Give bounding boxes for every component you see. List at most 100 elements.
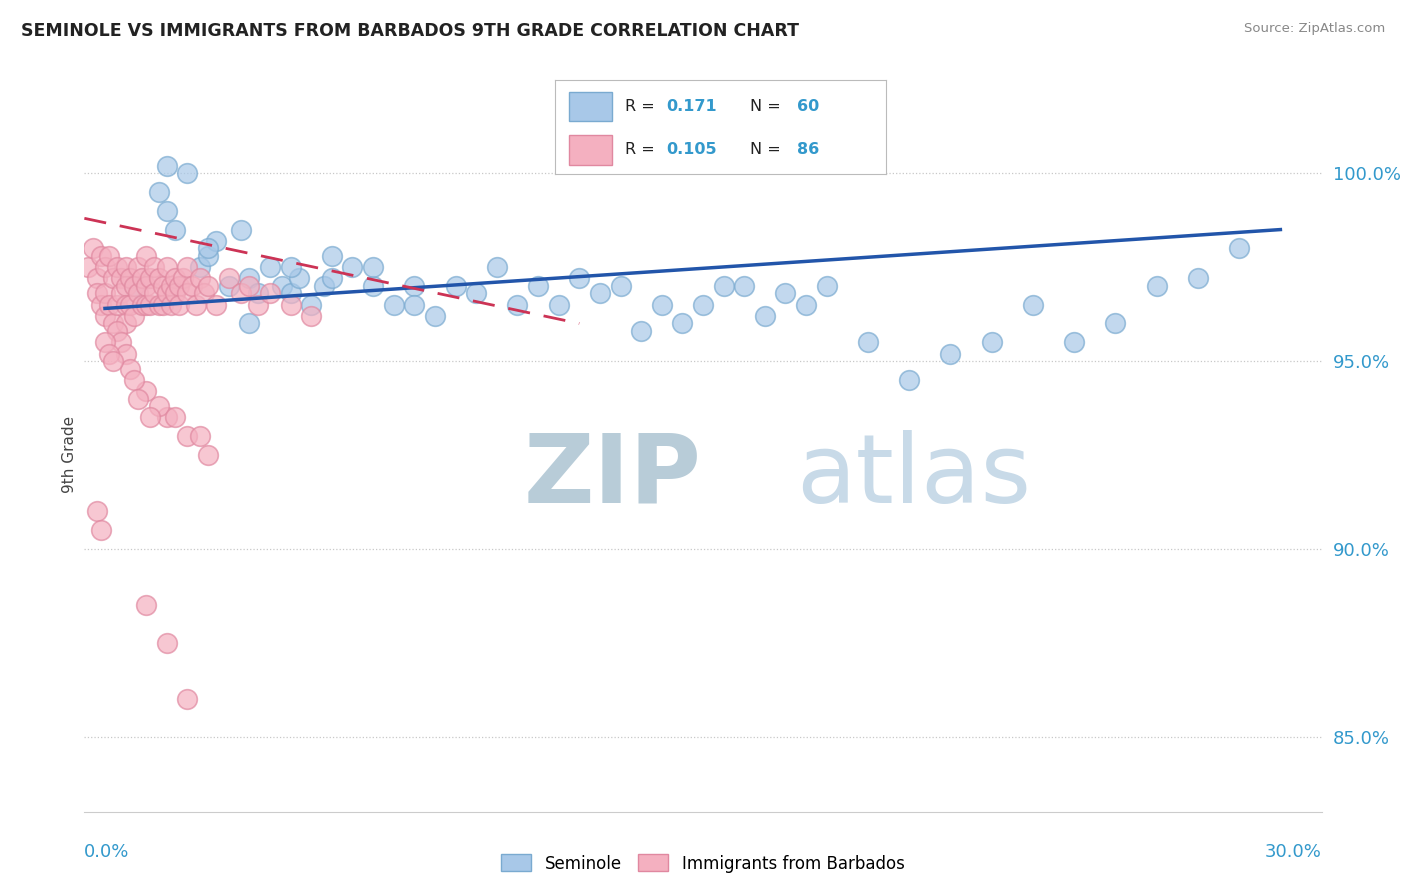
Point [135, 598, 157, 612]
Text: SEMINOLE VS IMMIGRANTS FROM BARBADOS 9TH GRADE CORRELATION CHART: SEMINOLE VS IMMIGRANTS FROM BARBADOS 9TH… [21, 22, 799, 40]
Point [176, 260, 198, 274]
Point [110, 335, 132, 350]
Point [671, 317, 693, 331]
Point [205, 298, 228, 312]
Point [1022, 298, 1045, 312]
Point [98, 298, 121, 312]
Point [114, 346, 136, 360]
Point [361, 260, 384, 274]
Point [98, 249, 121, 263]
Point [184, 298, 207, 312]
Point [103, 271, 125, 285]
Point [176, 692, 198, 706]
Point [713, 279, 735, 293]
Point [103, 317, 125, 331]
Point [165, 410, 187, 425]
Point [197, 249, 219, 263]
Point [167, 279, 190, 293]
Point [156, 260, 179, 274]
Point [135, 279, 157, 293]
Point [382, 298, 405, 312]
Point [229, 286, 252, 301]
Point [94, 286, 117, 301]
Point [131, 271, 153, 285]
Point [321, 249, 343, 263]
Point [176, 166, 198, 180]
Point [176, 429, 198, 443]
Text: N =: N = [751, 142, 786, 157]
Point [152, 298, 174, 312]
Point [148, 185, 170, 199]
Point [86, 286, 108, 301]
Point [404, 298, 426, 312]
Point [259, 260, 281, 274]
Point [90, 298, 112, 312]
Point [404, 279, 426, 293]
Point [856, 335, 879, 350]
Text: 0.0%: 0.0% [84, 843, 129, 861]
Point [361, 279, 384, 293]
Point [105, 324, 128, 338]
Point [160, 298, 183, 312]
Point [342, 260, 364, 274]
Point [205, 234, 228, 248]
Point [609, 279, 631, 293]
Point [122, 373, 145, 387]
Point [280, 298, 302, 312]
Point [114, 317, 136, 331]
Point [312, 279, 335, 293]
Point [160, 279, 183, 293]
Point [167, 298, 190, 312]
Point [156, 410, 179, 425]
Point [775, 286, 797, 301]
Point [280, 260, 302, 274]
Point [156, 203, 179, 218]
Point [229, 222, 252, 236]
Point [630, 324, 652, 338]
Point [114, 260, 136, 274]
Point [898, 373, 921, 387]
Point [444, 279, 467, 293]
Point [589, 286, 612, 301]
Point [135, 249, 157, 263]
Point [197, 448, 219, 462]
Point [733, 279, 755, 293]
Text: 86: 86 [797, 142, 818, 157]
Point [197, 241, 219, 255]
Point [152, 279, 174, 293]
Point [980, 335, 1002, 350]
Point [86, 504, 108, 518]
Text: 30.0%: 30.0% [1265, 843, 1322, 861]
Point [131, 298, 153, 312]
Point [114, 298, 136, 312]
Point [651, 298, 673, 312]
Point [246, 286, 269, 301]
Point [188, 260, 211, 274]
Point [506, 298, 529, 312]
Point [180, 279, 202, 293]
Point [94, 309, 117, 323]
Text: Source: ZipAtlas.com: Source: ZipAtlas.com [1244, 22, 1385, 36]
Point [77, 260, 100, 274]
Point [288, 271, 311, 285]
Point [1063, 335, 1085, 350]
Y-axis label: 9th Grade: 9th Grade [62, 417, 77, 493]
Point [90, 249, 112, 263]
Text: 0.171: 0.171 [666, 99, 717, 114]
Point [139, 298, 162, 312]
Point [321, 271, 343, 285]
Point [1146, 279, 1168, 293]
Point [271, 279, 294, 293]
Text: R =: R = [624, 99, 659, 114]
Point [148, 298, 170, 312]
Point [105, 298, 128, 312]
Point [280, 286, 302, 301]
Point [118, 298, 141, 312]
Point [939, 346, 962, 360]
Point [527, 279, 550, 293]
Text: ZIP: ZIP [523, 430, 702, 523]
Point [172, 271, 194, 285]
Point [692, 298, 714, 312]
Point [188, 429, 211, 443]
Point [547, 298, 569, 312]
